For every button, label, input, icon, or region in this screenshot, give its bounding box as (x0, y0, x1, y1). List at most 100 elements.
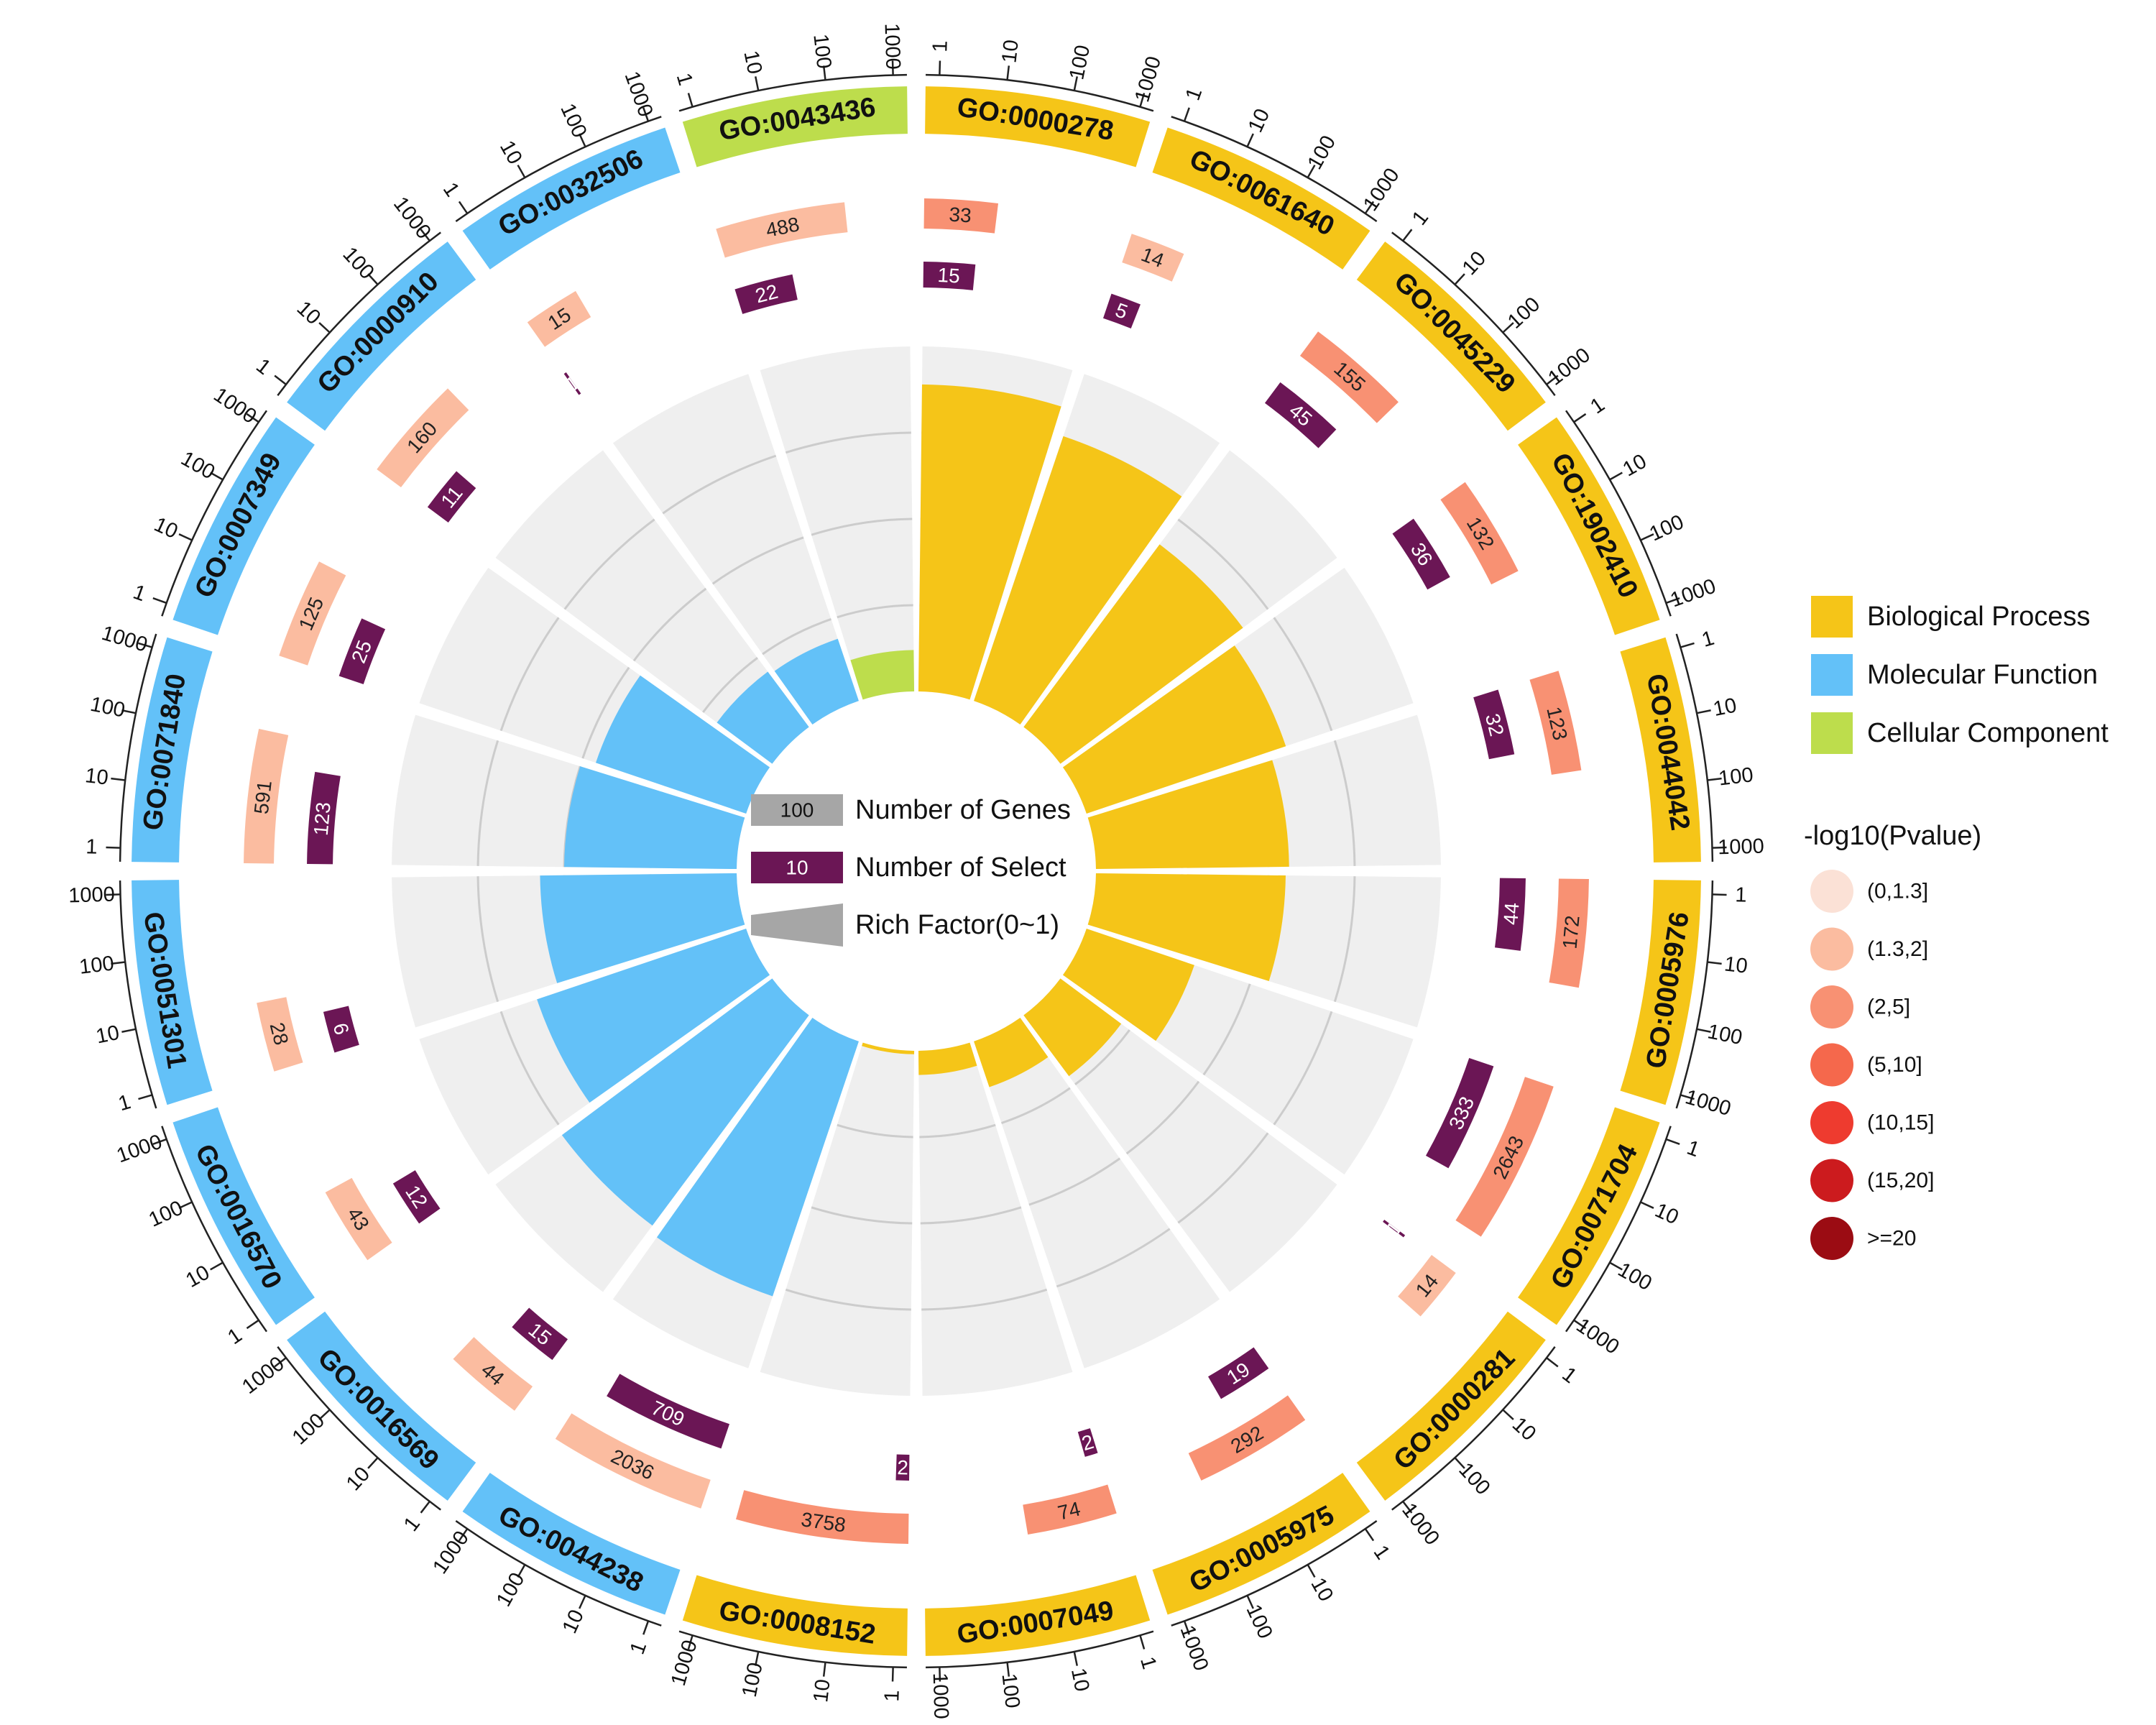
axis-tick-label: 10 (1651, 1199, 1682, 1230)
axis-tick-label: 1000 (1682, 1085, 1733, 1121)
axis-tick-label: 1000 (114, 1131, 165, 1168)
pvalue-legend-label: (10,15] (1867, 1111, 1934, 1135)
gene-count-bar (1299, 331, 1399, 423)
go-term-segment (1620, 880, 1701, 1105)
go-term-segment (1518, 417, 1660, 635)
pvalue-swatch (1810, 1217, 1853, 1260)
select-count-bar (1077, 1428, 1098, 1457)
axis-tick (106, 893, 121, 896)
select-count-bar (1392, 518, 1450, 590)
axis-tick (1712, 893, 1727, 896)
axis-tick (420, 1501, 430, 1514)
axis-tick (822, 65, 826, 80)
axis-tick-label: 100 (556, 100, 591, 141)
axis-tick-label: 1 (252, 354, 275, 380)
grid-arc (1273, 617, 1333, 732)
rich-factor-bar (537, 929, 770, 1103)
pvalue-legend-label: (0,1.3] (1867, 880, 1928, 903)
axis-tick-label: 10 (182, 1261, 213, 1292)
axis-tick (1454, 273, 1465, 285)
gene-count-bar (735, 1490, 909, 1544)
center-legend: 100 Number of Genes 10 Number of Select Rich… (751, 794, 1071, 947)
rich-factor-bar (974, 436, 1182, 725)
select-count-bar (307, 771, 341, 865)
gene-count-bar (1188, 1395, 1306, 1481)
select-count-bar (1264, 382, 1337, 448)
grid-arc (762, 618, 832, 656)
axis-tick (1183, 1620, 1190, 1635)
axis-tick (642, 107, 650, 122)
pvalue-swatch (1810, 870, 1853, 913)
gene-count-bar (527, 290, 591, 347)
go-term-segment (462, 127, 681, 270)
grid-arc (563, 518, 655, 610)
axis-tick-label: 1000 (1544, 344, 1595, 390)
axis-tick-label: 100 (1718, 763, 1755, 790)
rich-factor-swatch (751, 903, 843, 947)
go-term-label: GO:0000281 (1388, 1343, 1521, 1476)
axis-line (1391, 1346, 1556, 1511)
grid-arc (702, 657, 758, 713)
gene-count-label: 74 (1056, 1497, 1083, 1524)
axis-tick (1640, 1201, 1654, 1209)
select-count-bar (1103, 293, 1141, 328)
axis-tick (246, 413, 259, 423)
go-term-segment (462, 1473, 681, 1615)
select-count-bar (392, 1170, 441, 1224)
axis-tick (111, 777, 126, 781)
center-legend-label: Number of Genes (855, 795, 1071, 825)
axis-tick-label: 100 (1303, 132, 1340, 173)
rich-factor-track (1023, 978, 1337, 1292)
axis-tick-label: 10 (558, 1606, 589, 1637)
axis-tick (210, 472, 224, 481)
axis-tick (822, 1662, 826, 1677)
axis-tick (1712, 846, 1727, 849)
axis-tick-label: 1000 (1572, 1314, 1623, 1359)
axis-tick-label: 10 (1619, 450, 1651, 482)
axis-tick-label: 1 (224, 1324, 246, 1350)
pvalue-swatch (1810, 985, 1853, 1029)
axis-tick (1307, 165, 1316, 178)
category-legend-label: Molecular Function (1867, 660, 2098, 690)
center-legend-label: Rich Factor(0~1) (855, 910, 1059, 940)
grid-arc (1125, 1080, 1200, 1155)
axis-tick (1546, 1357, 1559, 1368)
rich-factor-bar (561, 978, 809, 1226)
pvalue-legend-label: (15,20] (1867, 1169, 1934, 1192)
pvalue-swatch (1810, 1043, 1853, 1087)
legend: Biological Process Molecular Function Cell… (1804, 596, 2109, 1260)
axis-tick-label: 10 (151, 513, 182, 544)
axis-tick (755, 76, 760, 91)
axis-tick (367, 1457, 379, 1469)
axis-tick-label: 100 (78, 952, 116, 978)
axis-tick-label: 1000 (1397, 1499, 1444, 1550)
category-swatch (1811, 712, 1853, 754)
axis-tick (178, 533, 193, 541)
axis-tick-label: 100 (145, 1197, 186, 1232)
axis-tick (1006, 65, 1010, 80)
axis-tick-label: 1 (929, 40, 952, 52)
grid-arc (1056, 1228, 1171, 1288)
axis-tick (1696, 1028, 1711, 1033)
rich-factor-bar (1062, 645, 1286, 814)
axis-tick (138, 1094, 153, 1100)
gene-count-bar (555, 1413, 711, 1509)
rich-factor-track (612, 374, 859, 725)
axis-line (455, 1519, 662, 1627)
axis-tick (121, 709, 137, 714)
grid-arc (476, 876, 499, 1003)
gene-count-bar-group: 3314155132123172264314292743758203644432… (244, 198, 1589, 1544)
grid-arc (1177, 518, 1269, 610)
gene-count-bar (923, 198, 998, 234)
grid-arc (811, 1206, 913, 1225)
gene-count-bar (1398, 1254, 1456, 1317)
select-count-bar (1495, 878, 1526, 951)
select-count-bar (1473, 689, 1515, 760)
axis-tick (939, 60, 941, 75)
axis-tick-label: 1 (130, 581, 149, 607)
select-count-bar (563, 372, 581, 395)
go-term-label: GO:0016569 (312, 1343, 445, 1476)
axis-line (119, 633, 157, 862)
axis-tick-label: 1 (1586, 393, 1608, 419)
rich-factor-bar (595, 675, 770, 814)
